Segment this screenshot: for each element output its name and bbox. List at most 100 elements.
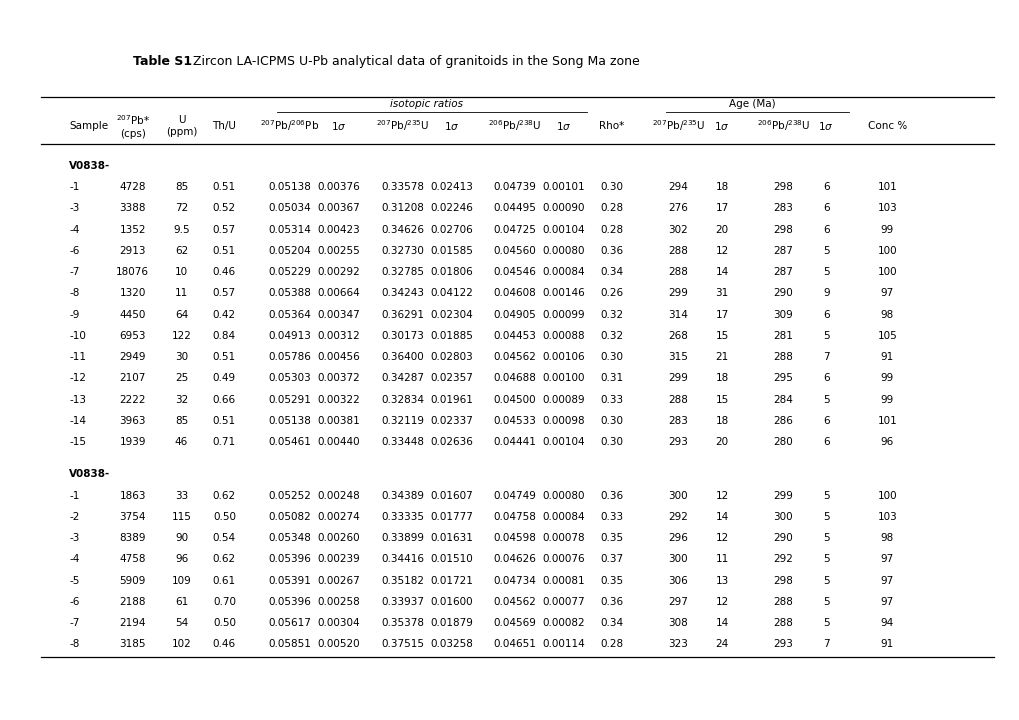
Text: 101: 101 xyxy=(876,182,897,192)
Text: 0.03258: 0.03258 xyxy=(430,639,473,649)
Text: 0.00372: 0.00372 xyxy=(317,374,360,383)
Text: 0.02337: 0.02337 xyxy=(430,416,473,426)
Text: 0.01631: 0.01631 xyxy=(430,534,473,543)
Text: U
(ppm): U (ppm) xyxy=(166,115,197,137)
Text: 1$\sigma$: 1$\sigma$ xyxy=(713,120,730,132)
Text: 0.05388: 0.05388 xyxy=(268,289,311,298)
Text: 0.33: 0.33 xyxy=(600,512,623,522)
Text: 0.36: 0.36 xyxy=(600,491,623,500)
Text: 0.36291: 0.36291 xyxy=(381,310,424,320)
Text: 100: 100 xyxy=(876,267,897,277)
Text: 0.32119: 0.32119 xyxy=(381,416,424,426)
Text: 0.50: 0.50 xyxy=(213,618,235,628)
Text: 0.05396: 0.05396 xyxy=(268,597,311,607)
Text: 0.62: 0.62 xyxy=(213,491,235,500)
Text: 97: 97 xyxy=(880,554,893,564)
Text: 18: 18 xyxy=(715,182,728,192)
Text: 15: 15 xyxy=(715,395,728,405)
Text: 0.05034: 0.05034 xyxy=(268,204,311,213)
Text: 5: 5 xyxy=(822,267,828,277)
Text: 287: 287 xyxy=(772,267,793,277)
Text: 0.28: 0.28 xyxy=(600,204,623,213)
Text: 0.66: 0.66 xyxy=(213,395,235,405)
Text: 99: 99 xyxy=(880,395,893,405)
Text: 12: 12 xyxy=(715,534,728,543)
Text: 0.34: 0.34 xyxy=(600,267,623,277)
Text: 12: 12 xyxy=(715,246,728,256)
Text: 17: 17 xyxy=(715,310,728,320)
Text: 1352: 1352 xyxy=(119,225,146,235)
Text: Conc %: Conc % xyxy=(867,121,906,131)
Text: 0.05461: 0.05461 xyxy=(268,437,311,447)
Text: 0.31: 0.31 xyxy=(600,374,623,383)
Text: 0.57: 0.57 xyxy=(213,289,235,298)
Text: 287: 287 xyxy=(772,246,793,256)
Text: 280: 280 xyxy=(772,437,793,447)
Text: 72: 72 xyxy=(175,204,187,213)
Text: 12: 12 xyxy=(715,597,728,607)
Text: 0.05364: 0.05364 xyxy=(268,310,311,320)
Text: 0.05303: 0.05303 xyxy=(268,374,311,383)
Text: V0838-: V0838- xyxy=(69,161,110,171)
Text: 0.61: 0.61 xyxy=(213,576,235,585)
Text: 20: 20 xyxy=(715,437,728,447)
Text: 5: 5 xyxy=(822,576,828,585)
Text: 12: 12 xyxy=(715,491,728,500)
Text: 4758: 4758 xyxy=(119,554,146,564)
Text: 0.33937: 0.33937 xyxy=(381,597,424,607)
Text: -9: -9 xyxy=(69,310,79,320)
Text: 5: 5 xyxy=(822,534,828,543)
Text: 0.04453: 0.04453 xyxy=(493,331,536,341)
Text: 61: 61 xyxy=(175,597,187,607)
Text: 7: 7 xyxy=(822,352,828,362)
Text: 0.00080: 0.00080 xyxy=(542,491,585,500)
Text: 90: 90 xyxy=(175,534,187,543)
Text: 1$\sigma$: 1$\sigma$ xyxy=(330,120,346,132)
Text: 18076: 18076 xyxy=(116,267,149,277)
Text: 286: 286 xyxy=(772,416,793,426)
Text: 0.36: 0.36 xyxy=(600,597,623,607)
Text: 64: 64 xyxy=(175,310,187,320)
Text: 0.00248: 0.00248 xyxy=(317,491,360,500)
Text: 0.04533: 0.04533 xyxy=(493,416,536,426)
Text: 0.00456: 0.00456 xyxy=(317,352,360,362)
Text: 122: 122 xyxy=(171,331,192,341)
Text: 0.35182: 0.35182 xyxy=(381,576,424,585)
Text: 100: 100 xyxy=(876,491,897,500)
Text: 0.04569: 0.04569 xyxy=(493,618,536,628)
Text: 0.00077: 0.00077 xyxy=(542,597,585,607)
Text: 315: 315 xyxy=(667,352,688,362)
Text: 0.05229: 0.05229 xyxy=(268,267,311,277)
Text: 0.04546: 0.04546 xyxy=(493,267,536,277)
Text: 0.30: 0.30 xyxy=(600,352,623,362)
Text: 268: 268 xyxy=(667,331,688,341)
Text: 0.28: 0.28 xyxy=(600,639,623,649)
Text: 1939: 1939 xyxy=(119,437,146,447)
Text: 6: 6 xyxy=(822,437,828,447)
Text: Rho*: Rho* xyxy=(599,121,624,131)
Text: 0.00258: 0.00258 xyxy=(317,597,360,607)
Text: 0.00098: 0.00098 xyxy=(542,416,585,426)
Text: 0.05138: 0.05138 xyxy=(268,416,311,426)
Text: 0.46: 0.46 xyxy=(213,639,235,649)
Text: -2: -2 xyxy=(69,512,79,522)
Text: 299: 299 xyxy=(772,491,793,500)
Text: 32: 32 xyxy=(175,395,187,405)
Text: -8: -8 xyxy=(69,289,79,298)
Text: 31: 31 xyxy=(715,289,728,298)
Text: 0.00322: 0.00322 xyxy=(317,395,360,405)
Text: $^{206}$Pb/$^{238}$U: $^{206}$Pb/$^{238}$U xyxy=(488,119,541,133)
Text: -3: -3 xyxy=(69,534,79,543)
Text: 0.04441: 0.04441 xyxy=(493,437,536,447)
Text: 105: 105 xyxy=(876,331,897,341)
Text: 2913: 2913 xyxy=(119,246,146,256)
Text: 0.04749: 0.04749 xyxy=(493,491,536,500)
Text: 0.05396: 0.05396 xyxy=(268,554,311,564)
Text: 6: 6 xyxy=(822,204,828,213)
Text: 0.04905: 0.04905 xyxy=(493,310,536,320)
Text: $^{206}$Pb/$^{238}$U: $^{206}$Pb/$^{238}$U xyxy=(756,119,809,133)
Text: 0.00084: 0.00084 xyxy=(542,512,585,522)
Text: 0.26: 0.26 xyxy=(600,289,623,298)
Text: 0.02246: 0.02246 xyxy=(430,204,473,213)
Text: 0.34416: 0.34416 xyxy=(381,554,424,564)
